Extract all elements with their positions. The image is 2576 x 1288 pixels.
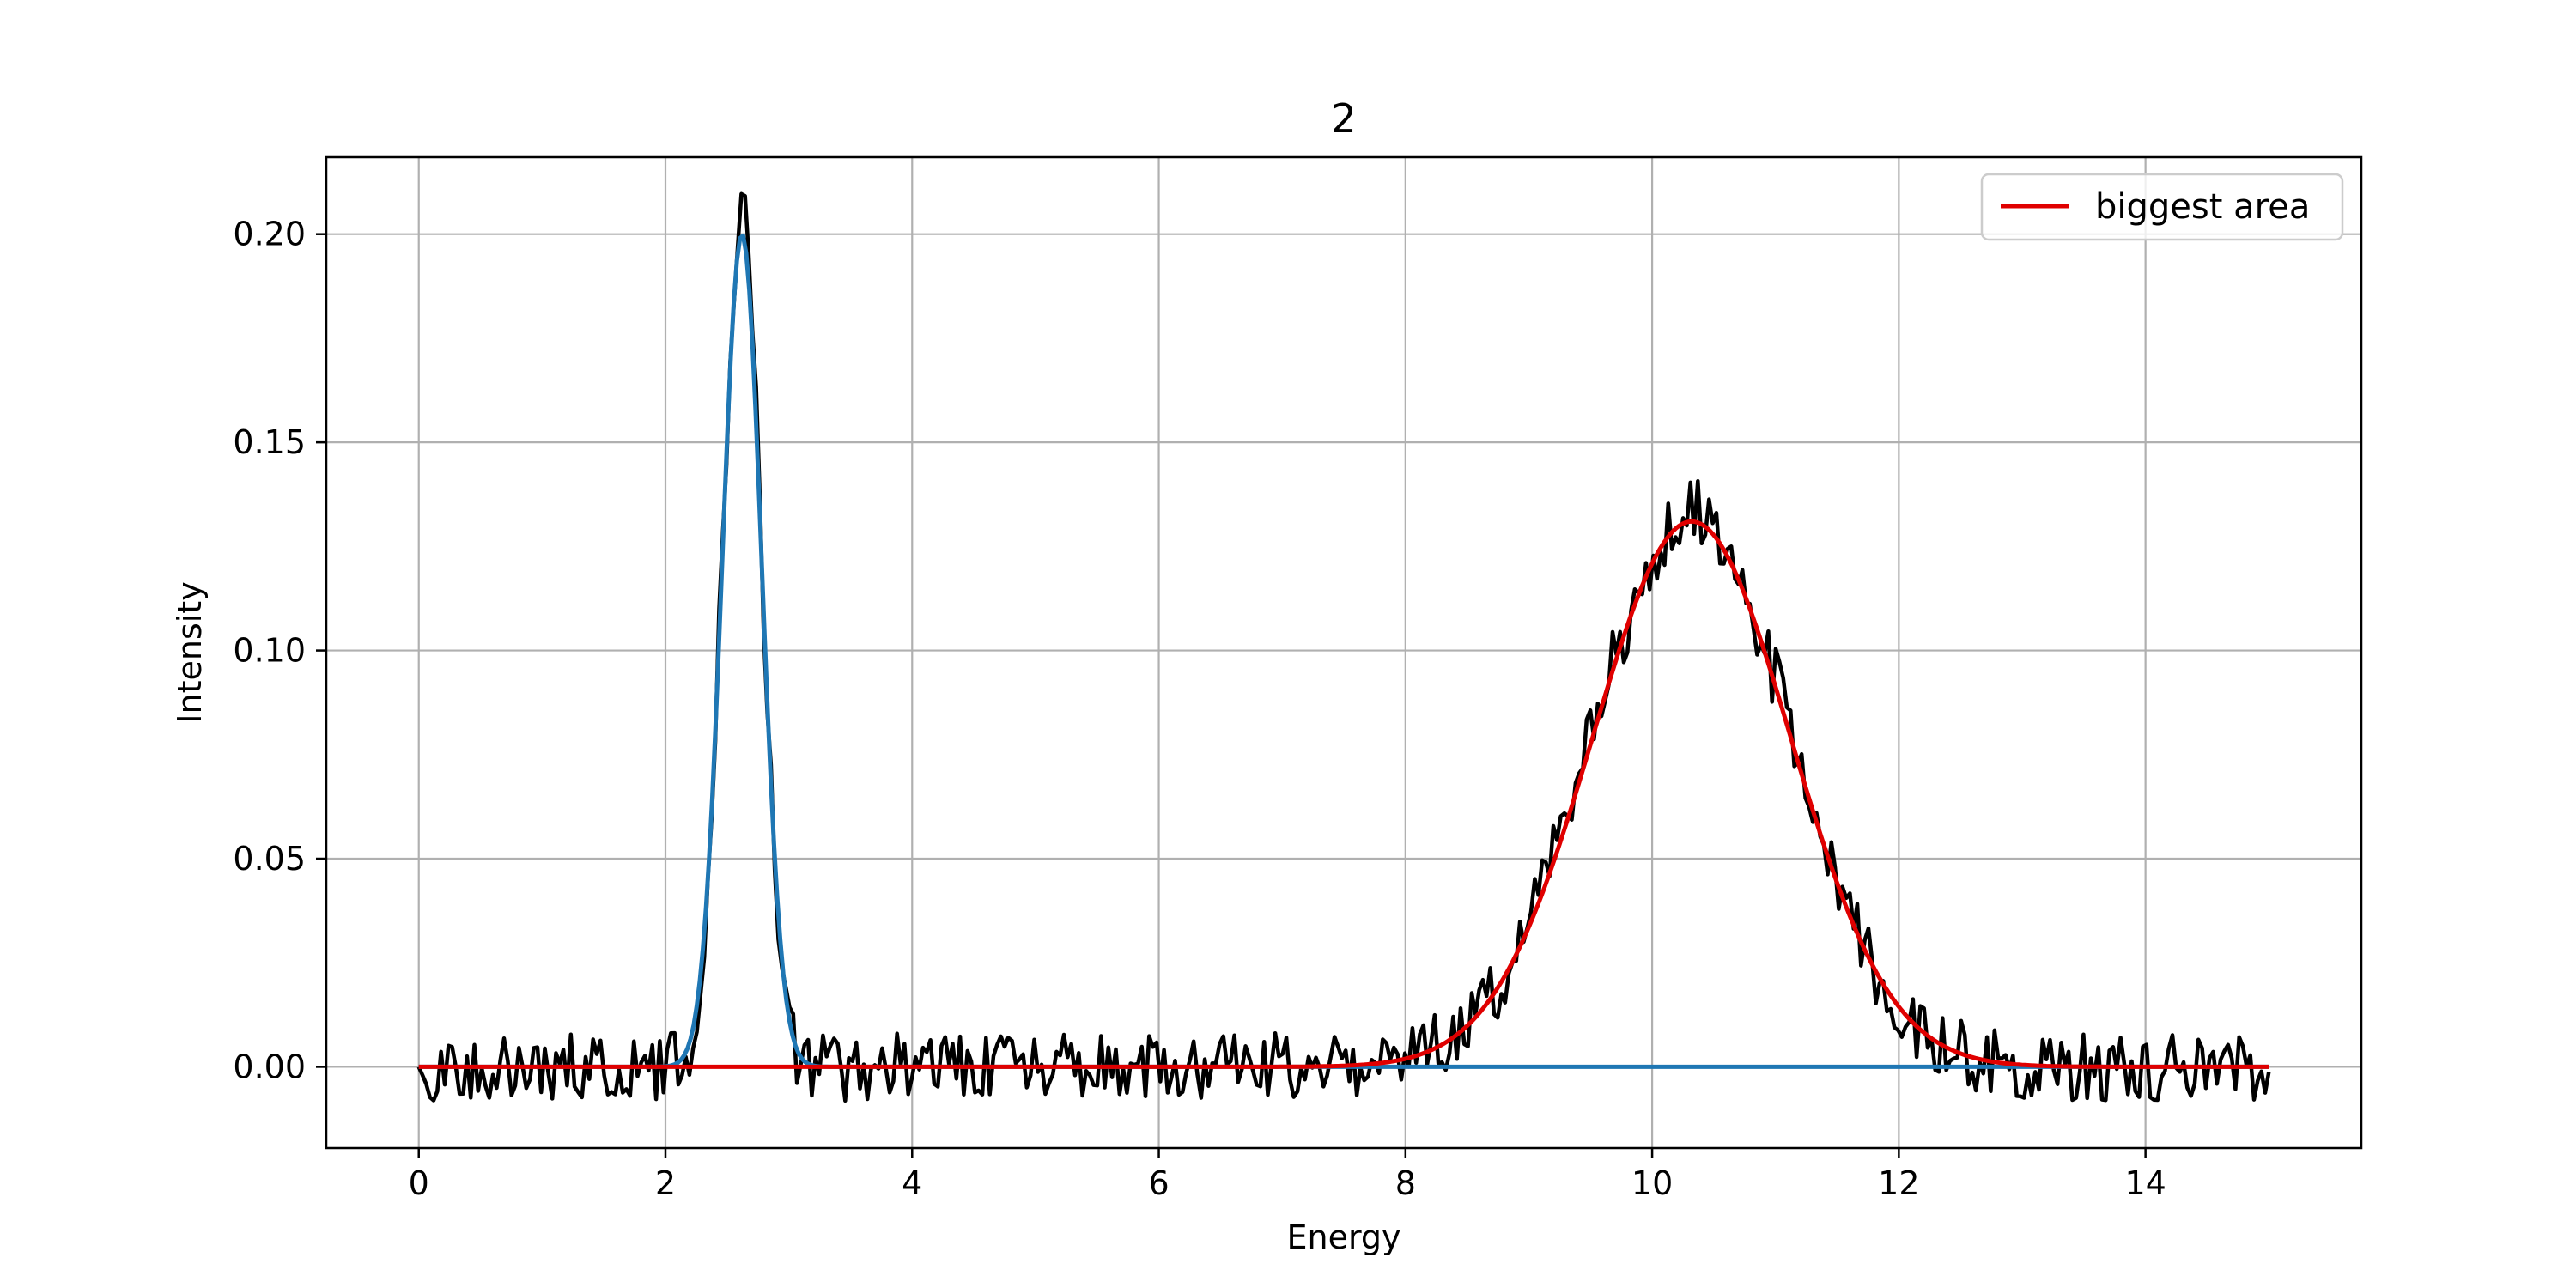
x-tick-label: 4 bbox=[902, 1164, 922, 1202]
chart-title: 2 bbox=[1331, 95, 1356, 142]
y-tick-label: 0.10 bbox=[233, 632, 306, 670]
y-tick-label: 0.20 bbox=[233, 216, 306, 253]
x-tick-label: 12 bbox=[1878, 1164, 1919, 1202]
x-axis-ticks: 0 2 4 6 8 10 12 14 bbox=[409, 1148, 2166, 1202]
x-axis-label: Energy bbox=[1286, 1218, 1400, 1256]
x-tick-label: 6 bbox=[1148, 1164, 1169, 1202]
series-line-biggest-area bbox=[418, 519, 2269, 1069]
legend: biggest area bbox=[1980, 173, 2344, 241]
series-layer bbox=[416, 191, 2271, 1103]
y-axis-ticks: 0.00 0.05 0.10 0.15 0.20 bbox=[233, 216, 326, 1085]
y-tick-label: 0.15 bbox=[233, 423, 306, 461]
x-tick-label: 2 bbox=[655, 1164, 676, 1202]
y-axis-label: Intensity bbox=[171, 581, 209, 723]
legend-label-biggest-area: biggest area bbox=[2095, 187, 2310, 227]
plot-frame bbox=[325, 155, 2363, 1150]
y-tick-label: 0.05 bbox=[233, 840, 306, 878]
x-tick-label: 0 bbox=[409, 1164, 429, 1202]
x-tick-label: 14 bbox=[2124, 1164, 2166, 1202]
x-tick-label: 10 bbox=[1631, 1164, 1673, 1202]
x-tick-label: 8 bbox=[1395, 1164, 1416, 1202]
y-tick-label: 0.00 bbox=[233, 1048, 306, 1085]
legend-box bbox=[1980, 173, 2344, 241]
